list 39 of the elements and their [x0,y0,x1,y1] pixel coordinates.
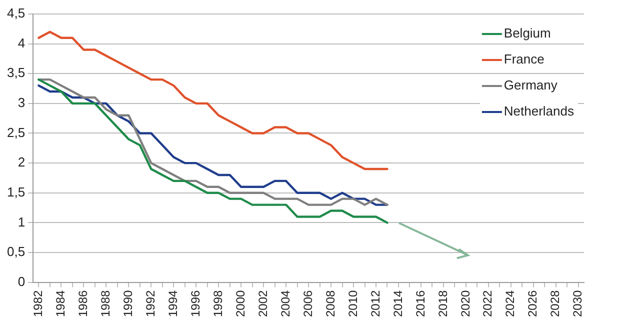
y-tick-label: 2,5 [6,124,26,140]
y-tick-label: 3 [18,95,26,110]
x-tick-label: 1992 [143,290,158,318]
y-tick-label: 3,5 [6,65,26,80]
x-tick-label: 2000 [233,290,248,318]
x-tick-label: 2012 [368,290,382,318]
y-tick-label: 1 [18,214,26,230]
legend-label: Netherlands [504,104,574,119]
x-tick-label: 2024 [503,290,518,318]
x-tick-label: 1990 [120,290,135,318]
x-tick-label: 2004 [278,290,292,318]
y-tick-label: 2 [18,154,26,170]
y-tick-label: 4 [18,35,26,50]
x-tick-label: 1996 [188,290,202,318]
x-tick-label: 1998 [210,290,225,318]
x-tick-label: 2018 [436,290,450,318]
y-tick-label: 1,5 [6,184,26,200]
legend-label: Germany [504,78,558,93]
x-tick-label: 2010 [346,290,360,318]
x-tick-label: 2002 [256,290,270,318]
x-tick-label: 2008 [323,290,338,318]
x-tick-label: 2014 [390,290,405,318]
legend-label: France [504,52,544,67]
x-tick-label: 1994 [166,290,180,318]
y-tick-label: 0 [18,274,26,289]
x-tick-label: 2020 [458,290,472,318]
x-tick-label: 2028 [548,290,562,318]
legend-label: Belgium [504,26,551,41]
x-tick-label: 1984 [53,290,68,318]
x-tick-label: 2006 [300,290,315,318]
y-tick-label: 0,5 [6,244,26,260]
x-tick-label: 2026 [526,290,540,318]
x-tick-label: 1986 [76,290,90,318]
x-tick-label: 1988 [98,290,112,318]
x-tick-label: 2016 [413,290,428,318]
y-tick-label: 4,5 [6,6,26,21]
x-tick-label: 2022 [480,290,495,318]
x-tick-label: 2030 [570,290,585,318]
x-tick-label: 1982 [31,290,46,318]
